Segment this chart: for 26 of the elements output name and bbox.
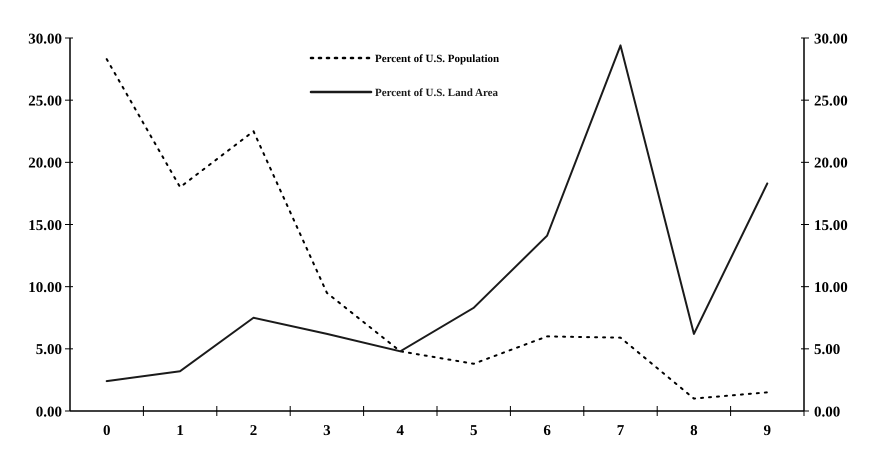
x-tick-label: 7 <box>616 423 625 439</box>
y-tick-label: 25.00 <box>28 93 62 110</box>
y-tick-label: 30.00 <box>28 31 62 48</box>
x-tick-label: 9 <box>764 423 772 439</box>
y2-tick-label: 0.00 <box>814 404 840 420</box>
y2-tick-label: 10.00 <box>814 280 848 296</box>
y-tick-label: 15.00 <box>28 218 62 234</box>
x-tick-label: 6 <box>543 423 552 439</box>
y2-tick-label: 15.00 <box>814 218 848 234</box>
text: Percent of U.S. Population <box>375 52 500 65</box>
x-tick-label: 0 <box>102 423 110 439</box>
x-tick-label: 2 <box>250 423 258 439</box>
y-tick-label: 5.00 <box>36 342 62 358</box>
y-tick-label: 0.00 <box>36 404 62 420</box>
x-tick-label: 1 <box>176 423 184 439</box>
x-tick-label: 4 <box>396 423 405 439</box>
y2-tick-label: 5.00 <box>814 342 840 358</box>
y2-tick-label: 25.00 <box>814 93 848 110</box>
y2-tick-label: 20.00 <box>814 156 848 172</box>
text: Percent of U.S. Land Area <box>375 86 499 99</box>
y-tick-label: 20.00 <box>28 156 62 172</box>
x-tick-label: 5 <box>470 423 478 439</box>
y-tick-label: 10.00 <box>28 280 62 296</box>
x-tick-label: 3 <box>323 423 331 439</box>
x-tick-label: 8 <box>690 423 698 439</box>
y2-tick-label: 30.00 <box>814 31 848 48</box>
